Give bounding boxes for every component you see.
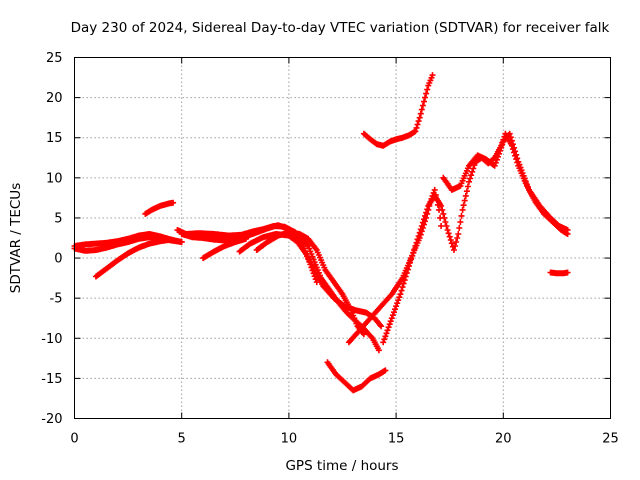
data-series-arc-14: [440, 130, 571, 233]
x-tick-label: 5: [178, 432, 186, 447]
x-tick-label: 15: [388, 432, 405, 447]
plot-frame: [74, 57, 611, 419]
x-tick-label: 10: [281, 432, 298, 447]
x-tick-label: 0: [70, 432, 78, 447]
data-series-arc-5: [174, 223, 382, 354]
x-tick-label: 25: [602, 432, 619, 447]
axis-ticks: 0 5 10 15 20 25 -20 -15 -10 -5 0 5 10 15 20 25: [41, 51, 619, 447]
chart-title: Day 230 of 2024, Sidereal Day-to-day VTE…: [71, 20, 610, 36]
y-tick-label: -20: [41, 412, 62, 427]
data-series-arc-11: [360, 72, 436, 149]
y-tick-label: 5: [54, 211, 62, 226]
data-series-arc-4: [142, 199, 177, 217]
data-series-arc-12: [345, 186, 445, 346]
data-series-arc-3: [92, 236, 174, 280]
y-tick-label: 0: [54, 252, 62, 267]
y-tick-label: -15: [41, 372, 62, 387]
data-series-arc-15: [547, 269, 571, 277]
data-series-arc-10: [324, 359, 389, 394]
x-axis-label: GPS time / hours: [285, 458, 398, 474]
y-tick-label: 10: [46, 171, 63, 186]
y-tick-label: 20: [46, 91, 63, 106]
y-tick-label: -5: [50, 292, 63, 307]
x-tick-label: 20: [495, 432, 512, 447]
data-series-arc-13: [380, 130, 571, 346]
y-tick-label: -10: [41, 332, 62, 347]
y-tick-label: 15: [46, 131, 63, 146]
y-tick-label: 25: [46, 51, 63, 66]
data-series-arc-7: [200, 235, 249, 262]
data-series-arc-9: [253, 229, 367, 338]
data-points: [71, 72, 571, 394]
y-axis-label: SDTVAR / TECUs: [8, 183, 24, 293]
